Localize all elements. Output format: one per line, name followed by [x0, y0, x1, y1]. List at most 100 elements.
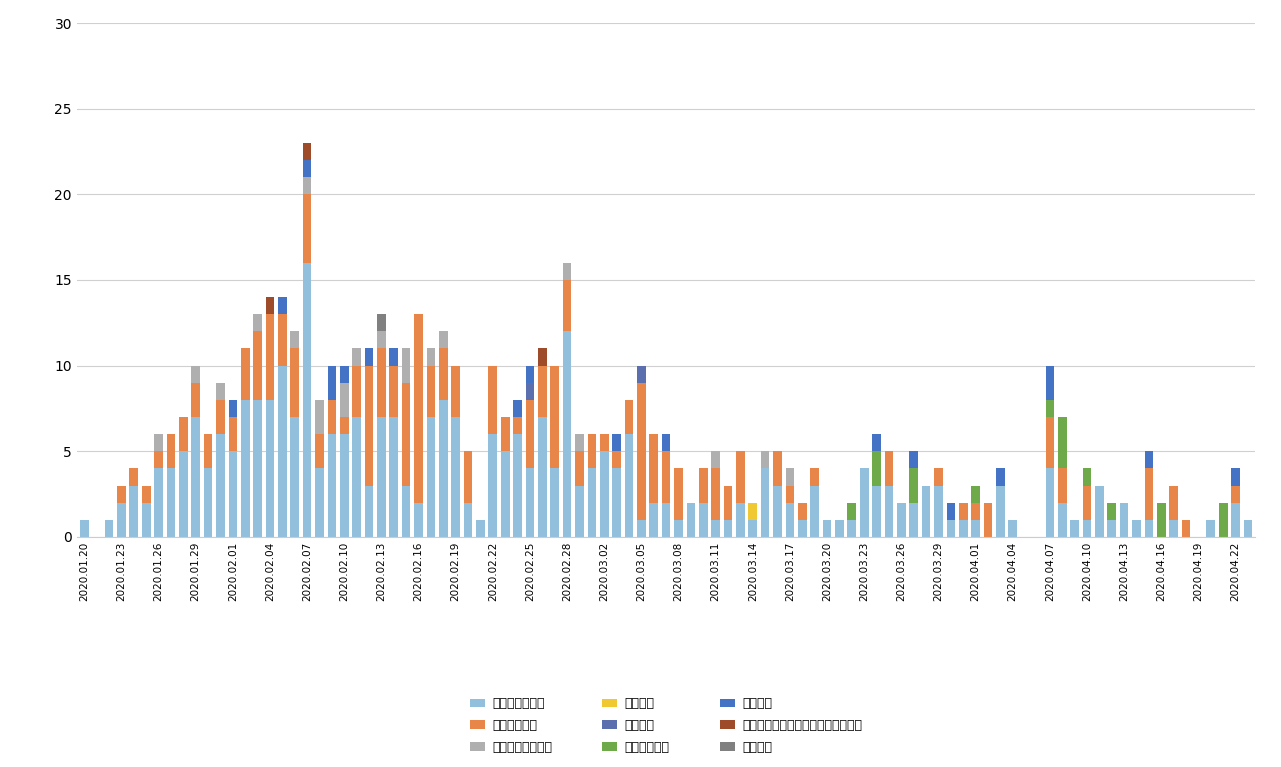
Bar	[254, 400, 261, 537]
Bar	[291, 331, 298, 348]
Bar	[947, 502, 956, 520]
Bar	[1082, 520, 1091, 537]
Bar	[674, 469, 683, 520]
Bar	[525, 469, 534, 537]
Bar	[997, 469, 1004, 486]
Bar	[191, 417, 200, 537]
Bar	[1231, 502, 1240, 537]
Bar	[79, 520, 88, 537]
Bar	[674, 520, 683, 537]
Bar	[402, 383, 410, 486]
Bar	[724, 520, 733, 537]
Bar	[822, 520, 831, 537]
Bar	[439, 348, 447, 400]
Bar	[737, 502, 744, 537]
Bar	[637, 383, 646, 520]
Bar	[129, 486, 138, 537]
Bar	[538, 348, 547, 366]
Bar	[278, 297, 287, 314]
Bar	[811, 469, 819, 486]
Bar	[501, 451, 510, 537]
Bar	[265, 297, 274, 314]
Bar	[291, 417, 298, 537]
Bar	[835, 520, 844, 537]
Bar	[254, 331, 261, 400]
Bar	[501, 417, 510, 451]
Bar	[302, 143, 311, 160]
Bar	[588, 469, 596, 537]
Bar	[204, 469, 213, 537]
Bar	[872, 486, 881, 537]
Bar	[774, 486, 781, 537]
Bar	[265, 400, 274, 537]
Bar	[1145, 469, 1153, 520]
Bar	[216, 400, 224, 434]
Bar	[1182, 520, 1190, 537]
Bar	[1244, 520, 1253, 537]
Bar	[748, 520, 757, 537]
Bar	[785, 486, 794, 502]
Bar	[971, 486, 980, 502]
Bar	[129, 469, 138, 486]
Bar	[1071, 520, 1079, 537]
Bar	[662, 451, 670, 502]
Bar	[179, 451, 187, 537]
Bar	[414, 502, 423, 537]
Bar	[377, 314, 386, 331]
Bar	[699, 469, 707, 502]
Bar	[339, 434, 348, 537]
Bar	[600, 451, 608, 537]
Bar	[525, 366, 534, 383]
Bar	[254, 314, 261, 331]
Bar	[328, 434, 336, 537]
Bar	[414, 314, 423, 502]
Bar	[612, 469, 621, 537]
Bar	[328, 400, 336, 434]
Bar	[934, 486, 943, 537]
Bar	[848, 502, 856, 520]
Bar	[1095, 486, 1104, 537]
Bar	[971, 502, 980, 520]
Bar	[575, 486, 584, 537]
Bar	[439, 331, 447, 348]
Bar	[191, 383, 200, 417]
Bar	[365, 486, 373, 537]
Bar	[971, 520, 980, 537]
Bar	[538, 417, 547, 537]
Bar	[662, 434, 670, 451]
Bar	[352, 366, 361, 417]
Bar	[191, 366, 200, 383]
Bar	[302, 194, 311, 263]
Bar	[278, 314, 287, 366]
Bar	[910, 451, 918, 469]
Bar	[748, 502, 757, 520]
Bar	[402, 348, 410, 383]
Bar	[291, 348, 298, 417]
Bar	[575, 451, 584, 486]
Bar	[117, 486, 126, 502]
Bar	[154, 469, 163, 537]
Bar	[315, 400, 324, 434]
Bar	[761, 469, 770, 537]
Bar	[785, 469, 794, 486]
Bar	[551, 366, 559, 469]
Legend: 部門規範性文書, 部門業務文書, 国務院規範性文書, 行政法規, 業界規定, 司法解釈文書, 党内法規, 最高人民法院・最高人民検察院文書, 団体規定: 部門規範性文書, 部門業務文書, 国務院規範性文書, 行政法規, 業界規定, 司…	[470, 697, 862, 754]
Bar	[774, 451, 781, 486]
Bar	[1058, 502, 1067, 537]
Bar	[427, 366, 436, 417]
Bar	[302, 177, 311, 194]
Bar	[228, 400, 237, 417]
Bar	[562, 280, 571, 331]
Bar	[737, 451, 744, 502]
Bar	[811, 486, 819, 537]
Bar	[612, 434, 621, 451]
Bar	[1231, 469, 1240, 486]
Bar	[1157, 502, 1166, 537]
Bar	[167, 469, 175, 537]
Bar	[625, 434, 633, 537]
Bar	[848, 520, 856, 537]
Bar	[897, 502, 906, 537]
Bar	[798, 520, 807, 537]
Bar	[464, 502, 473, 537]
Bar	[1145, 520, 1153, 537]
